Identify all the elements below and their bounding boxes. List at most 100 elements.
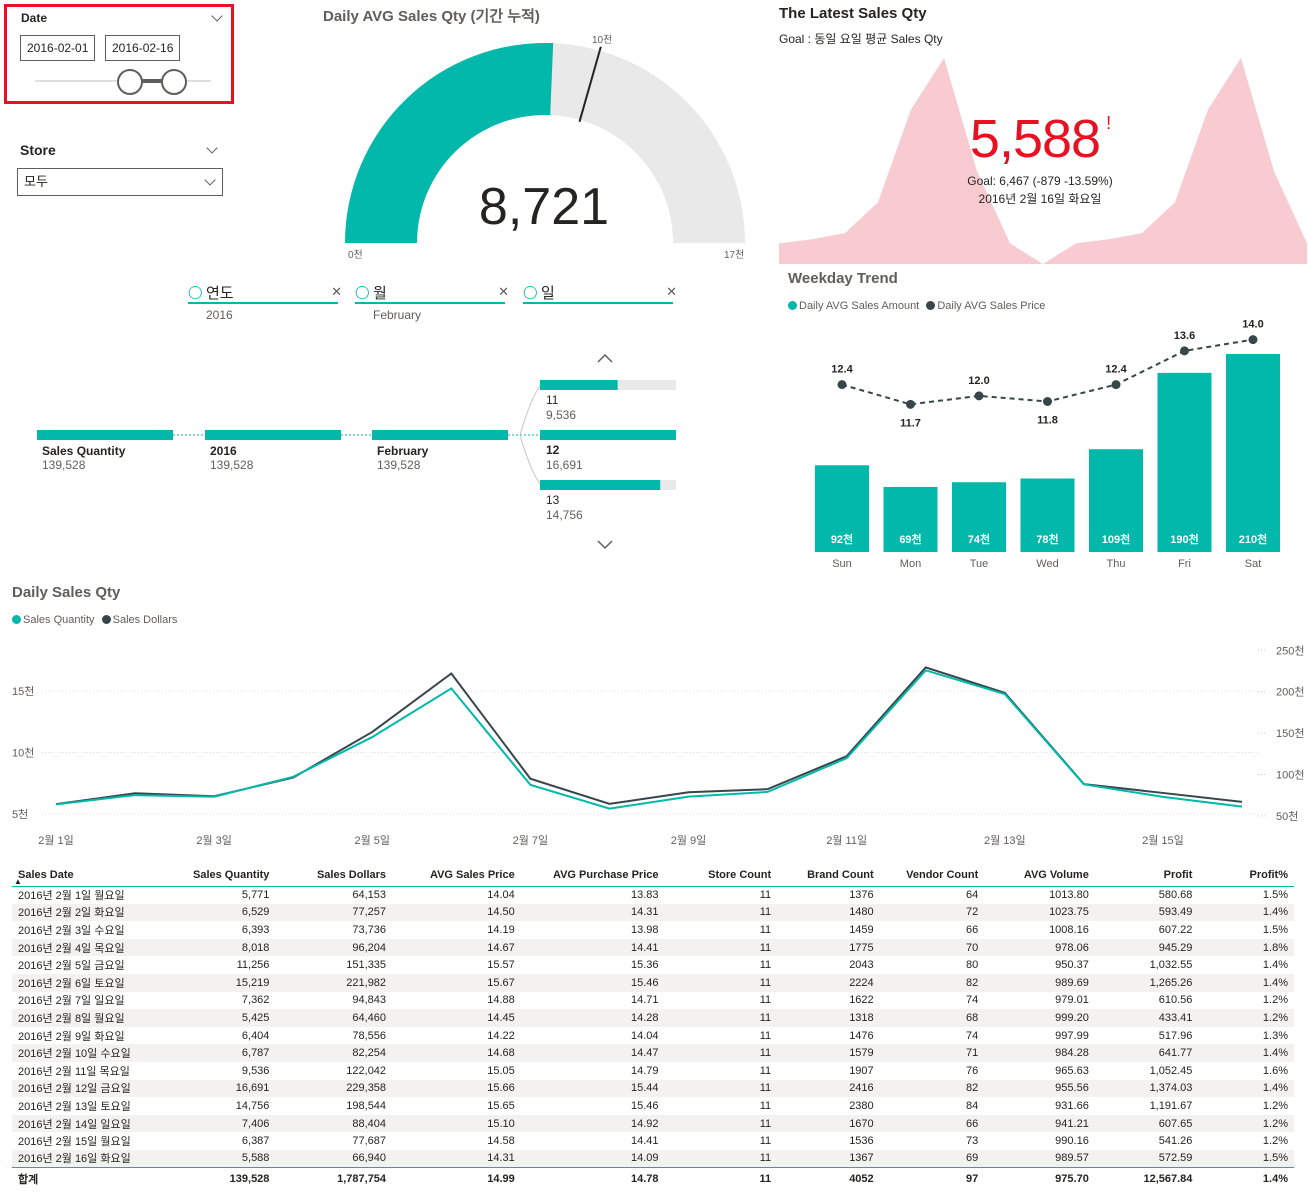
table-cell: 2016년 2월 6일 토요일 <box>12 973 153 992</box>
column-header[interactable]: AVG Volume <box>984 864 1095 887</box>
filter-month[interactable]: ◯ 월 ✕ February <box>355 282 509 322</box>
table-cell: 66,940 <box>275 1149 393 1168</box>
table-cell: 11 <box>759 994 772 1007</box>
table-cell: 433.41 <box>1094 1009 1199 1027</box>
daily-sales-chart: 5천 10천 15천 50천 100천 150천 200천 250천 2월 1일 2월 3일 2월 … <box>12 643 1304 847</box>
table-cell: 1.4% <box>1198 973 1294 992</box>
column-header[interactable]: Sales Dollars <box>275 864 393 887</box>
total-cell: 975.70 <box>984 1167 1095 1190</box>
column-header[interactable]: Brand Count <box>777 864 880 887</box>
table-cell: 1775 <box>777 938 880 957</box>
decomp-node-label: February <box>377 444 429 458</box>
lightbulb-icon: ◯ <box>523 284 538 299</box>
filter-month-value: February <box>373 308 422 322</box>
weekday-bar-label: 109천 <box>1102 532 1130 546</box>
filter-day[interactable]: ◯ 일 ✕ <box>523 282 677 308</box>
table-row[interactable]: 2016년 2월 3일 수요일 6,393 73,736 14.19 13.98 11 14… <box>12 921 1294 939</box>
filter-year[interactable]: ◯ 연도 ✕ 2016 <box>188 282 342 322</box>
chevron-down-icon[interactable] <box>211 10 223 22</box>
table-cell: 14.41 <box>630 1135 659 1148</box>
table-row[interactable]: 2016년 2월 4일 목요일 8,018 96,204 14.67 14.41 11 17… <box>12 938 1294 957</box>
close-icon[interactable]: ✕ <box>498 284 509 299</box>
table-cell: 14,756 <box>235 1099 270 1112</box>
table-row[interactable]: 2016년 2월 8일 월요일 5,425 64,460 14.45 14.28 11 13… <box>12 1009 1294 1027</box>
gauge-chart: 0천 17천 10천 8,721 <box>345 34 745 261</box>
weekday-price-point <box>837 380 847 390</box>
table-cell: 14.67 <box>392 938 521 957</box>
table-cell: 1318 <box>777 1009 880 1027</box>
table-cell: 15.10 <box>392 1114 521 1133</box>
table-cell: 14.45 <box>392 1009 521 1027</box>
table-row[interactable]: 2016년 2월 16일 화요일 5,588 66,940 14.31 14.09 11 1… <box>12 1149 1294 1168</box>
start-slider-handle[interactable] <box>117 69 143 95</box>
end-date-input[interactable]: 2016-02-16 <box>105 35 181 61</box>
table-row[interactable]: 2016년 2월 14일 일요일 7,406 88,404 15.10 14.92 11 1… <box>12 1114 1294 1133</box>
column-header[interactable]: AVG Purchase Price <box>520 864 665 887</box>
table-row[interactable]: 2016년 2월 10일 수요일 6,787 82,254 14.68 14.47 11 1… <box>12 1044 1294 1062</box>
chevron-down-icon[interactable] <box>206 142 218 154</box>
table-cell: 14.47 <box>520 1044 665 1062</box>
table-cell: 96,204 <box>275 938 393 957</box>
table-cell: 13.83 <box>630 889 659 902</box>
close-icon[interactable]: ✕ <box>666 284 677 299</box>
table-cell: 2016년 2월 2일 화요일 <box>12 903 153 922</box>
table-cell: 64,153 <box>352 889 387 902</box>
table-row[interactable]: 2016년 2월 13일 토요일 14,756 198,544 15.65 15.46 1… <box>12 1097 1294 1115</box>
table-cell: 11 <box>759 1099 772 1112</box>
kpi-trend-area <box>779 58 1307 264</box>
table-cell: 2016년 2월 15일 월요일 <box>18 1136 131 1149</box>
column-header[interactable]: Profit <box>1094 864 1199 887</box>
table-row[interactable]: 2016년 2월 9일 화요일 6,404 78,556 14.22 14.04 11 14… <box>12 1027 1294 1045</box>
kpi-value: 5,588! <box>969 109 1111 169</box>
weekday-bar <box>883 486 938 552</box>
total-cell: 1.4% <box>1198 1167 1294 1190</box>
table-cell: 14.22 <box>487 1029 515 1042</box>
table-cell: 14.28 <box>520 1009 665 1027</box>
table-row[interactable]: 2016년 2월 2일 화요일 6,529 77,257 14.50 14.31 11 14… <box>12 903 1294 922</box>
table-cell: 80 <box>965 959 979 972</box>
table-cell: 14.88 <box>487 994 515 1007</box>
table-row[interactable]: 2016년 2월 5일 금요일 11,256 151,335 15.57 15.36 11… <box>12 956 1294 974</box>
weekday-price-point <box>1248 335 1258 345</box>
column-header[interactable]: Store Count <box>664 864 778 887</box>
table-row[interactable]: 2016년 2월 12일 금요일 16,691 229,358 15.66 15.44 1… <box>12 1079 1294 1098</box>
lightbulb-icon: ◯ <box>188 284 203 299</box>
table-cell: 989.69 <box>984 973 1095 992</box>
table-row[interactable]: 2016년 2월 15일 월요일 6,387 77,687 14.58 14.41 11 1… <box>12 1132 1294 1150</box>
start-date-input[interactable]: 2016-02-01 <box>20 35 96 61</box>
column-header[interactable]: Vendor Count <box>879 864 985 887</box>
y-axis-left-label: 15천 <box>12 684 34 698</box>
chevron-down-icon <box>597 540 613 550</box>
column-header[interactable]: Sales Quantity <box>152 864 276 887</box>
table-row[interactable]: 2016년 2월 11일 목요일 9,536 122,042 15.05 14.79 11… <box>12 1062 1294 1080</box>
weekday-bar-label: 78천 <box>1036 532 1058 546</box>
column-header[interactable]: AVG Sales Price <box>392 864 521 887</box>
table-cell: 1622 <box>849 994 874 1007</box>
weekday-axis-label: Mon <box>900 558 921 570</box>
lightbulb-icon: ◯ <box>355 284 370 299</box>
table-row[interactable]: 2016년 2월 6일 토요일 15,219 221,982 15.67 15.46 11… <box>12 973 1294 992</box>
table-row[interactable]: 2016년 2월 1일 월요일 5,771 64,153 14.04 13.83 11 13… <box>12 886 1294 904</box>
store-dropdown[interactable]: 모두 <box>17 168 223 196</box>
table-row[interactable]: 2016년 2월 7일 일요일 7,362 94,843 14.88 14.71 11 16… <box>12 992 1294 1010</box>
table-cell: 11,256 <box>236 959 270 972</box>
column-header[interactable]: Profit% <box>1198 864 1294 887</box>
filter-year-label: 연도 <box>188 282 338 304</box>
chevron-up-icon <box>597 353 613 363</box>
weekday-bar <box>815 465 869 552</box>
table-cell: 11 <box>759 889 772 902</box>
end-slider-handle[interactable] <box>161 69 187 95</box>
column-header[interactable]: Sales Date <box>12 864 153 887</box>
x-axis-label: 2월 11일 <box>826 833 867 847</box>
table-cell: 541.26 <box>1158 1135 1193 1148</box>
table-cell: 1.6% <box>1262 1064 1288 1077</box>
table-cell: 989.57 <box>984 1149 1095 1168</box>
close-icon[interactable]: ✕ <box>331 284 342 299</box>
table-cell: 6,787 <box>152 1044 276 1062</box>
table-cell: 999.20 <box>984 1009 1095 1027</box>
decomp-leaf-bar <box>540 430 676 440</box>
table-cell: 1.8% <box>1198 938 1294 957</box>
table-cell: 15.57 <box>487 959 515 972</box>
weekday-bar <box>952 482 1006 552</box>
table-cell: 94,843 <box>352 994 387 1007</box>
